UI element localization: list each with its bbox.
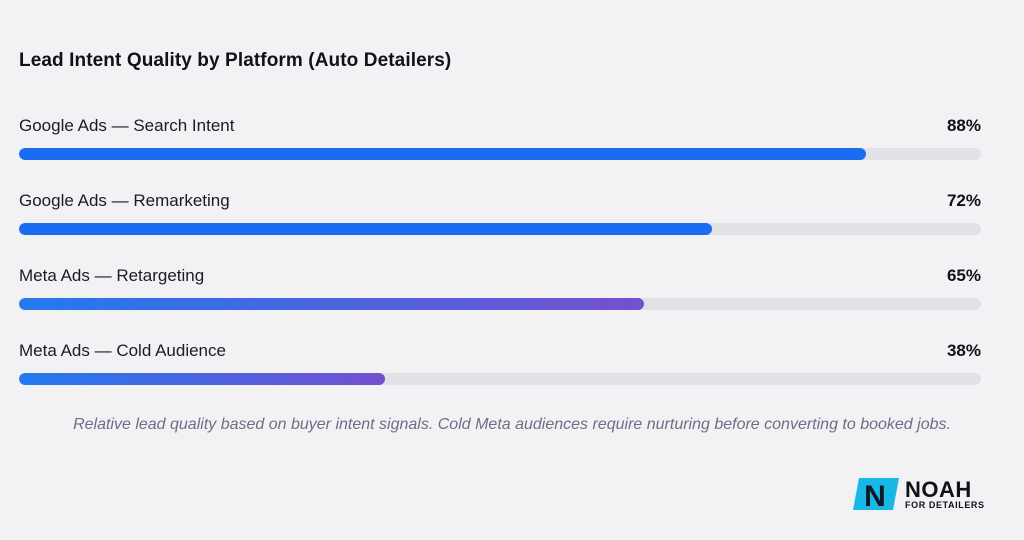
chart-title: Lead Intent Quality by Platform (Auto De… [19, 50, 452, 71]
bar-track-1 [19, 223, 981, 235]
bar-row-0: Google Ads — Search Intent 88% [19, 112, 981, 187]
bar-value-2: 65% [946, 266, 981, 285]
bar-value-0: 88% [946, 116, 981, 135]
brand-name: NOAH [905, 477, 972, 502]
bar-fill-3 [19, 373, 385, 385]
bar-value-3: 38% [946, 341, 981, 360]
bar-row-1: Google Ads — Remarketing 72% [19, 187, 981, 262]
bar-label-2: Meta Ads — Retargeting [19, 266, 205, 285]
bar-label-0: Google Ads — Search Intent [19, 116, 235, 135]
bar-track-3 [19, 373, 981, 385]
bar-row-2: Meta Ads — Retargeting 65% [19, 262, 981, 337]
chart-caption: Relative lead quality based on buyer int… [73, 416, 951, 433]
bar-label-3: Meta Ads — Cold Audience [19, 341, 226, 360]
brand-logo: N NOAH FOR DETAILERS [853, 476, 988, 512]
bar-fill-2 [19, 298, 645, 310]
brand-tagline: FOR DETAILERS [905, 500, 985, 510]
bar-chart: Google Ads — Search Intent 88% Google Ad… [19, 112, 981, 412]
bar-track-0 [19, 148, 981, 160]
bar-value-1: 72% [946, 191, 981, 210]
noah-logo-icon: N [853, 478, 899, 512]
bar-label-1: Google Ads — Remarketing [19, 191, 230, 210]
bar-fill-0 [19, 148, 866, 160]
logo-letter: N [864, 480, 886, 512]
bar-fill-1 [19, 223, 712, 235]
bar-track-2 [19, 298, 981, 310]
bar-row-3: Meta Ads — Cold Audience 38% [19, 337, 981, 412]
